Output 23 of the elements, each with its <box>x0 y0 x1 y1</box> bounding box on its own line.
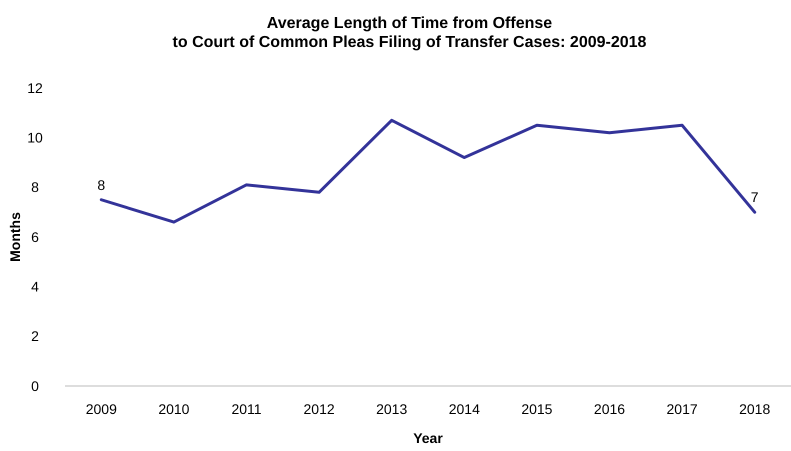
y-tick-label: 8 <box>31 179 40 196</box>
x-tick-label: 2012 <box>304 401 335 417</box>
y-tick-label: 0 <box>31 378 40 394</box>
x-tick-label: 2013 <box>376 401 408 417</box>
x-tick-label: 2014 <box>448 401 480 417</box>
y-tick-label: 12 <box>27 80 43 96</box>
x-tick-label: 2015 <box>521 401 553 417</box>
y-axis-title: Months <box>7 212 23 262</box>
y-tick-label: 6 <box>31 228 40 245</box>
x-tick-label: 2017 <box>666 401 698 417</box>
x-tick-label: 2009 <box>86 401 118 417</box>
y-tick-label: 10 <box>27 130 43 146</box>
y-tick-label: 2 <box>31 328 40 344</box>
x-tick-label: 2010 <box>158 401 190 417</box>
line-series <box>100 118 756 224</box>
data-label: 7 <box>750 189 759 206</box>
chart-title: Average Length of Time from Offense to Court of Common Pleas Filing of Transfer Cases: 2009-2018 <box>172 15 647 51</box>
x-tick-label: 2011 <box>231 401 262 417</box>
x-axis-title: Year <box>413 430 444 446</box>
x-tick-label: 2018 <box>739 401 770 417</box>
data-label: 8 <box>97 176 106 193</box>
x-tick-label: 2016 <box>594 401 626 417</box>
y-tick-label: 4 <box>31 278 40 295</box>
